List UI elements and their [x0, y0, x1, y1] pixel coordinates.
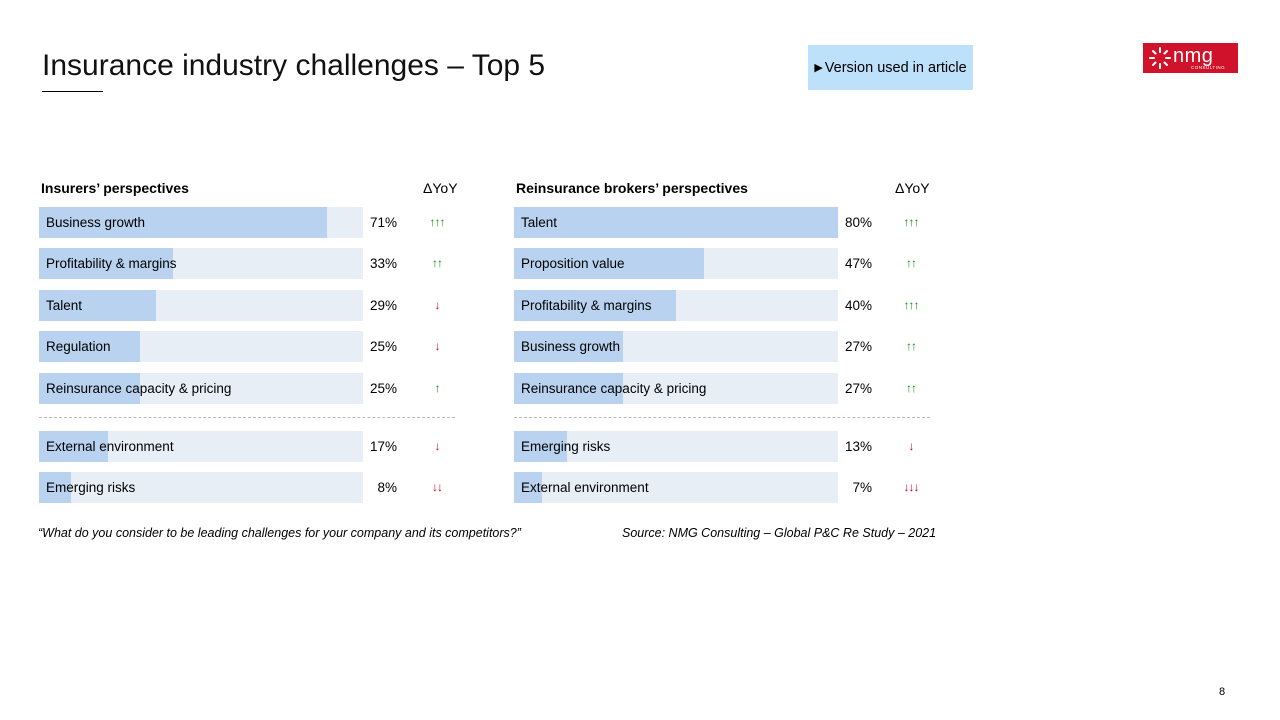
bar — [39, 373, 141, 404]
category-label: Profitability & margins — [46, 256, 177, 271]
panel-title: Reinsurance brokers’ perspectives — [516, 180, 748, 196]
source-note: Source: NMG Consulting – Global P&C Re S… — [622, 526, 937, 540]
bar-track: Proposition value — [514, 248, 838, 279]
play-icon: ▶ — [814, 62, 823, 74]
bar-track: Reinsurance capacity & pricing — [514, 373, 838, 404]
delta-yoy-arrows: ↑↑↑ — [429, 215, 446, 229]
value-label: 25% — [369, 381, 397, 396]
bar — [514, 331, 624, 362]
value-label: 40% — [844, 298, 872, 313]
category-label: Talent — [521, 215, 558, 230]
value-label: 8% — [377, 480, 397, 495]
bar — [39, 331, 141, 362]
bar — [514, 373, 624, 404]
delta-yoy-arrows: ↓↓ — [432, 480, 443, 494]
value-label: 47% — [844, 256, 872, 271]
category-label: Proposition value — [521, 256, 625, 271]
delta-yoy-arrows: ↑ — [434, 381, 441, 395]
category-label: Business growth — [46, 215, 146, 230]
category-label: Regulation — [46, 339, 111, 354]
version-badge[interactable]: ▶ Version used in article — [808, 45, 973, 90]
value-label: 13% — [844, 439, 872, 454]
bar-track: Profitability & margins — [39, 248, 363, 279]
top-n-divider — [39, 417, 455, 418]
delta-yoy-arrows: ↑↑ — [432, 256, 443, 270]
delta-yoy-header: ΔYoY — [423, 180, 458, 196]
value-label: 33% — [369, 256, 397, 271]
bar-track: Business growth — [39, 207, 363, 238]
bar-track: Reinsurance capacity & pricing — [39, 373, 363, 404]
value-label: 27% — [844, 381, 872, 396]
burst-icon — [1149, 47, 1171, 69]
delta-yoy-arrows: ↓ — [434, 439, 441, 453]
category-label: External environment — [46, 439, 174, 454]
value-label: 25% — [369, 339, 397, 354]
delta-yoy-arrows: ↑↑ — [906, 256, 917, 270]
nmg-logo: nmg CONSULTING — [1143, 43, 1238, 73]
category-label: External environment — [521, 480, 649, 495]
bar-track: Emerging risks — [514, 431, 838, 462]
category-label: Reinsurance capacity & pricing — [521, 381, 707, 396]
bar — [39, 431, 108, 462]
category-label: Talent — [46, 298, 83, 313]
value-label: 17% — [369, 439, 397, 454]
bar-track: Regulation — [39, 331, 363, 362]
bar — [514, 290, 676, 321]
delta-yoy-arrows: ↑↑ — [906, 339, 917, 353]
delta-yoy-arrows: ↓ — [434, 339, 441, 353]
delta-yoy-header: ΔYoY — [895, 180, 930, 196]
bar — [39, 472, 72, 503]
value-label: 29% — [369, 298, 397, 313]
panel-title: Insurers’ perspectives — [41, 180, 189, 196]
bar — [39, 248, 173, 279]
category-label: Emerging risks — [521, 439, 611, 454]
delta-yoy-arrows: ↑↑ — [906, 381, 917, 395]
bar — [39, 207, 327, 238]
delta-yoy-arrows: ↓ — [908, 439, 915, 453]
value-label: 80% — [844, 215, 872, 230]
bar — [514, 207, 838, 238]
bar-track: Business growth — [514, 331, 838, 362]
bar — [514, 431, 567, 462]
value-label: 7% — [852, 480, 872, 495]
value-label: 71% — [369, 215, 397, 230]
version-badge-label: Version used in article — [824, 59, 967, 76]
bar-track: Profitability & margins — [514, 290, 838, 321]
bar-track: External environment — [39, 431, 363, 462]
bar-track: Emerging risks — [39, 472, 363, 503]
delta-yoy-arrows: ↓↓↓ — [903, 480, 920, 494]
category-label: Emerging risks — [46, 480, 136, 495]
delta-yoy-arrows: ↑↑↑ — [903, 298, 920, 312]
delta-yoy-arrows: ↓ — [434, 298, 441, 312]
page-number: 8 — [1219, 686, 1226, 698]
logo-wordmark: nmg — [1173, 45, 1214, 67]
category-label: Business growth — [521, 339, 621, 354]
category-label: Profitability & margins — [521, 298, 652, 313]
survey-question: “What do you consider to be leading chal… — [38, 526, 521, 540]
category-label: Reinsurance capacity & pricing — [46, 381, 232, 396]
value-label: 27% — [844, 339, 872, 354]
logo-subtitle: CONSULTING — [1191, 65, 1226, 70]
bar-track: External environment — [514, 472, 838, 503]
bar — [514, 248, 705, 279]
title-underline — [42, 91, 103, 92]
bar-track: Talent — [39, 290, 363, 321]
slide-title: Insurance industry challenges – Top 5 — [42, 49, 546, 82]
bar-track: Talent — [514, 207, 838, 238]
delta-yoy-arrows: ↑↑↑ — [903, 215, 920, 229]
bar — [514, 472, 543, 503]
bar — [39, 290, 157, 321]
top-n-divider — [514, 417, 930, 418]
